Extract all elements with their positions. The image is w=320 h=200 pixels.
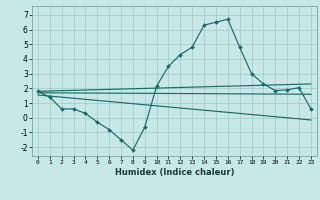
X-axis label: Humidex (Indice chaleur): Humidex (Indice chaleur): [115, 168, 234, 177]
